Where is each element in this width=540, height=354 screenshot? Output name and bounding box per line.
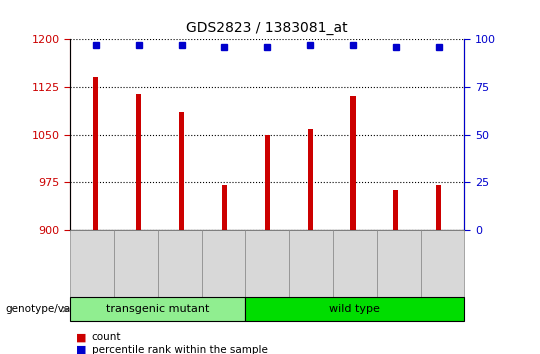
Bar — [436, 185, 441, 230]
Text: transgenic mutant: transgenic mutant — [106, 304, 210, 314]
Bar — [93, 77, 98, 230]
Text: percentile rank within the sample: percentile rank within the sample — [92, 345, 268, 354]
Text: ■: ■ — [76, 345, 86, 354]
Bar — [136, 95, 141, 230]
Bar — [179, 112, 184, 230]
Text: wild type: wild type — [329, 304, 380, 314]
Bar — [308, 130, 313, 230]
Bar — [393, 190, 399, 230]
Text: genotype/variation: genotype/variation — [5, 304, 105, 314]
Bar — [222, 185, 227, 230]
Bar — [265, 135, 270, 230]
Bar — [350, 96, 355, 230]
Title: GDS2823 / 1383081_at: GDS2823 / 1383081_at — [186, 21, 348, 35]
Text: ■: ■ — [76, 332, 86, 342]
Text: count: count — [92, 332, 122, 342]
